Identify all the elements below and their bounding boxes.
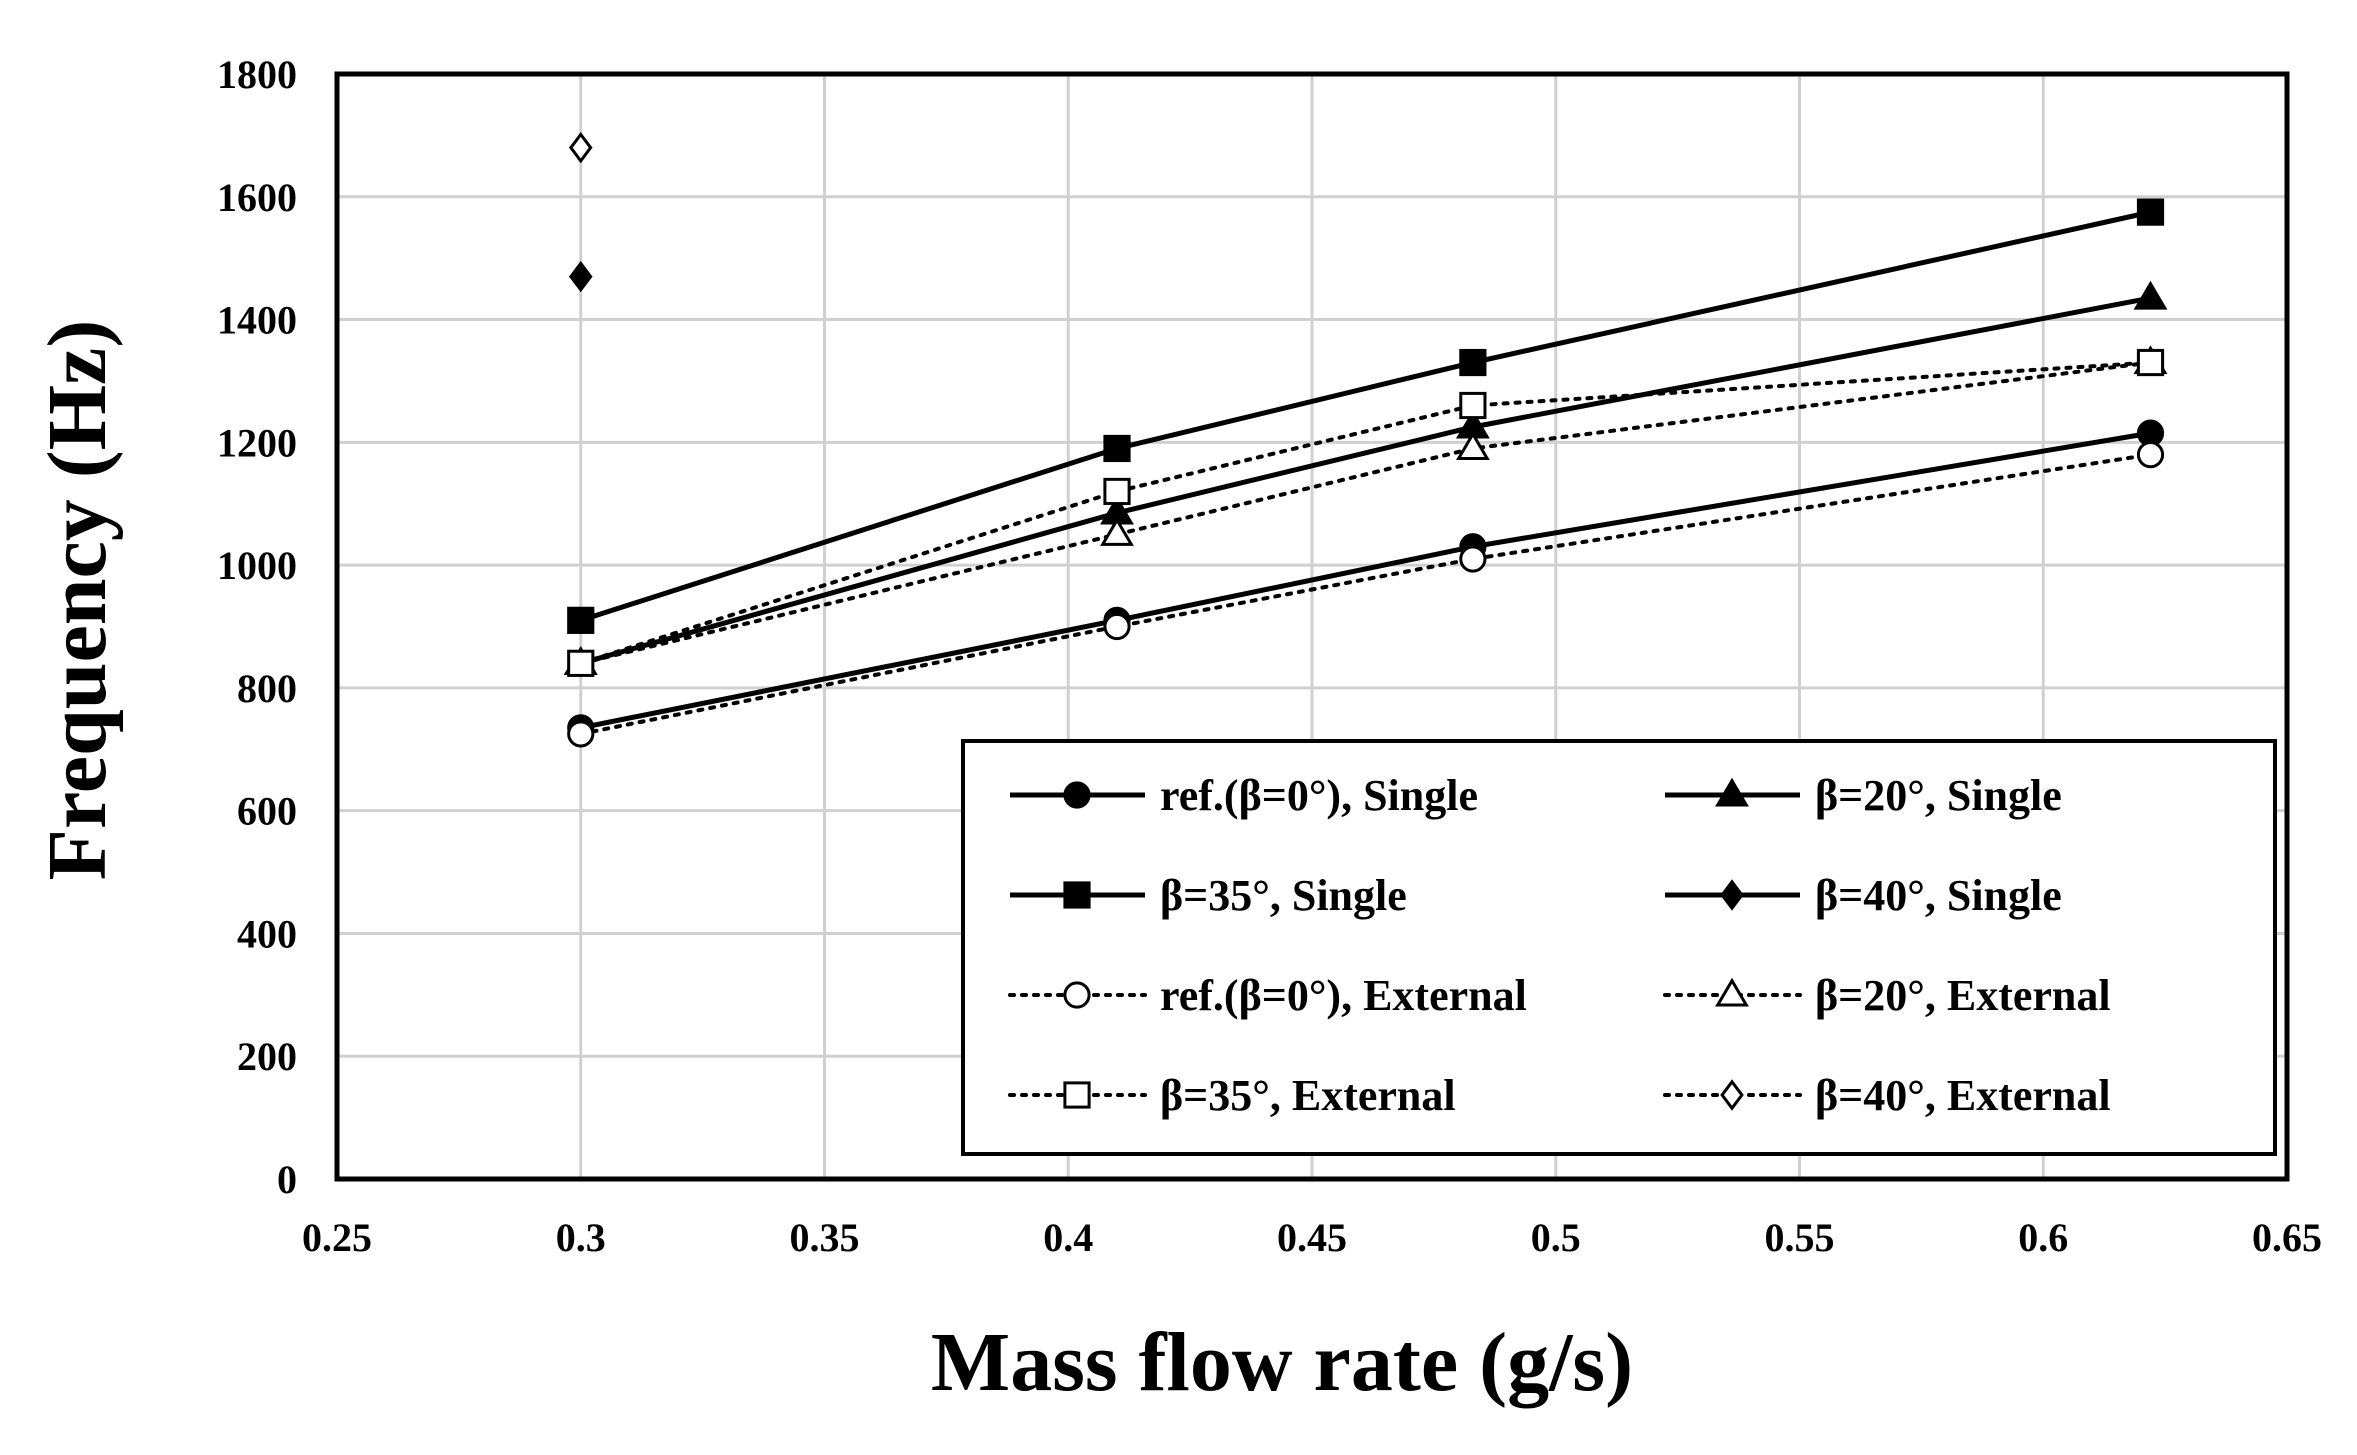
x-tick-label: 0.6: [2018, 1215, 2068, 1260]
series-line: [578, 360, 2153, 666]
legend-item: β=40°, Single: [1665, 871, 2062, 920]
data-point: [1103, 612, 1131, 641]
legend-marker: [1063, 981, 1091, 1009]
plot-area-frame: [334, 71, 2290, 1182]
data-point: [567, 720, 595, 748]
series-line: [580, 430, 2151, 731]
series-0: [567, 419, 2165, 742]
y-tick-label: 200: [237, 1034, 297, 1079]
series-line: [579, 209, 2152, 623]
y-tick-label: 600: [237, 789, 297, 834]
series-3: [568, 260, 593, 293]
x-tick-label: 0.55: [1765, 1215, 1835, 1260]
legend-marker: [1063, 881, 1091, 909]
data-point: [568, 260, 593, 293]
data-point: [1459, 391, 1487, 420]
y-tick-labels: 0 200 400 600 800 1000 1200 1400 1600 1800: [217, 52, 297, 1202]
data-point: [568, 131, 593, 164]
series-5: [563, 345, 2168, 675]
x-tick-labels: 0.25 0.3 0.35 0.4 0.45 0.5 0.55 0.6 0.65: [302, 1215, 2322, 1260]
data-point: [1455, 431, 1490, 460]
x-tick-label: 0.3: [556, 1215, 606, 1260]
y-tick-label: 400: [237, 911, 297, 956]
data-point: [2136, 198, 2165, 226]
data-point: [1459, 348, 1487, 377]
x-axis-title: Mass flow rate (g/s): [931, 1316, 1633, 1409]
series-line: [578, 452, 2153, 736]
y-tick-label: 0: [277, 1157, 297, 1202]
legend-label: β=40°, External: [1815, 1071, 2111, 1120]
legend-item: β=35°, Single: [1010, 871, 1407, 920]
y-tick-label: 800: [237, 666, 297, 711]
legend-item: ref.(β=0°), External: [1008, 971, 1527, 1020]
series-line: [578, 360, 2153, 666]
legend-label: β=20°, Single: [1815, 771, 2062, 820]
legend-box: [961, 739, 2277, 1156]
series-7: [568, 131, 593, 164]
legend: ref.(β=0°), Single β=20°, Single β=35°, Si…: [961, 739, 2277, 1156]
y-tick-label: 1200: [217, 420, 297, 465]
legend-label: β=40°, Single: [1815, 871, 2062, 920]
legend-marker: [1063, 1081, 1091, 1109]
legend-item: β=40°, External: [1663, 1071, 2111, 1120]
series-1: [563, 280, 2168, 675]
y-tick-label: 1400: [217, 298, 297, 343]
legend-item: β=20°, External: [1663, 971, 2111, 1020]
data-point: [567, 649, 595, 677]
legend-marker: [1063, 781, 1091, 809]
legend-marker: [1715, 777, 1749, 807]
data-point: [1459, 545, 1487, 573]
data-point: [1103, 477, 1131, 506]
x-tick-label: 0.35: [790, 1215, 860, 1260]
series-line: [580, 295, 2151, 666]
legend-label: β=35°, Single: [1160, 871, 1407, 920]
x-tick-label: 0.5: [1531, 1215, 1581, 1260]
y-tick-label: 1800: [217, 52, 297, 97]
data-point: [2136, 348, 2165, 377]
legend-label: β=20°, External: [1815, 971, 2111, 1020]
legend-label: ref.(β=0°), External: [1160, 971, 1527, 1020]
x-tick-label: 0.4: [1043, 1215, 1093, 1260]
legend-marker: [1715, 977, 1749, 1007]
legend-label: β=35°, External: [1160, 1071, 1456, 1120]
y-tick-label: 1000: [217, 543, 297, 588]
data-point: [1100, 517, 1134, 546]
series-6: [567, 348, 2165, 677]
legend-item: ref.(β=0°), Single: [1010, 771, 1478, 820]
data-series: [563, 131, 2168, 748]
legend-marker: [1720, 1079, 1744, 1111]
legend-label: ref.(β=0°), Single: [1160, 771, 1478, 820]
series-2: [567, 198, 2165, 634]
data-point: [567, 606, 595, 634]
data-point: [2133, 280, 2168, 310]
x-tick-label: 0.65: [2252, 1215, 2322, 1260]
y-axis-title: Frequency (Hz): [31, 320, 124, 881]
data-point: [2136, 441, 2165, 469]
legend-item: β=35°, External: [1008, 1071, 1456, 1120]
legend-marker: [1720, 879, 1744, 911]
y-tick-label: 1600: [217, 175, 297, 220]
x-tick-label: 0.45: [1277, 1215, 1347, 1260]
series-4: [567, 441, 2165, 748]
data-point: [1103, 434, 1131, 463]
x-tick-label: 0.25: [302, 1215, 372, 1260]
legend-item: β=20°, Single: [1665, 771, 2062, 820]
